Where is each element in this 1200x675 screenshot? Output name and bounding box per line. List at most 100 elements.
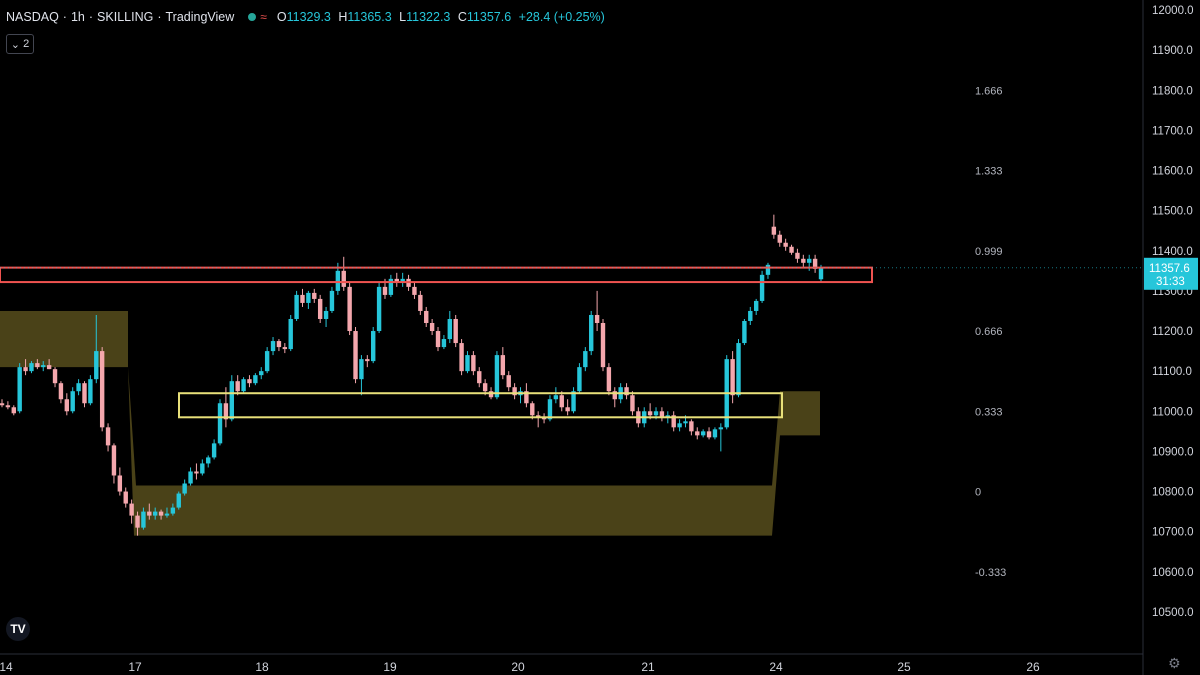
candle (565, 399, 570, 416)
candle-body (506, 375, 511, 388)
candle-body (535, 415, 541, 418)
candle (577, 363, 582, 394)
candle-body (223, 403, 229, 420)
symbol-header[interactable]: NASDAQ · 1h · SKILLING · TradingView ≈ O… (6, 8, 613, 26)
tradingview-logo-icon[interactable]: TV (6, 617, 30, 641)
candle-body (376, 286, 382, 332)
candle-body (559, 395, 564, 408)
price-axis[interactable]: 10500.0 10600.0 10700.0 10800.0 10900.0 11000… (1142, 0, 1194, 675)
fib-label: 0.999 (975, 246, 1003, 258)
candle-body (99, 351, 105, 428)
candle (789, 244, 794, 255)
candle-body (312, 292, 317, 299)
candle (288, 314, 293, 352)
candle-body (359, 359, 364, 380)
candle (147, 503, 152, 520)
time-tick-label: 25 (897, 660, 911, 674)
candle-body (547, 399, 553, 420)
candle-body (129, 503, 134, 516)
candle (812, 254, 818, 273)
candle-body (11, 407, 16, 414)
candle (341, 256, 346, 291)
candle-body (0, 403, 5, 406)
last-price-badge (1144, 257, 1198, 290)
candle-body (317, 298, 323, 319)
candle-body (217, 403, 223, 444)
candle (259, 367, 264, 380)
candle (730, 351, 735, 404)
candle (17, 363, 22, 414)
candle-body (671, 415, 676, 428)
candle (317, 294, 323, 323)
candle (282, 343, 288, 354)
candle-body (282, 347, 288, 350)
indicators-toggle-button[interactable]: ⌄ 2 (6, 34, 34, 54)
open-value: 11329.3 (286, 10, 331, 24)
indicator-count: 2 (23, 38, 30, 50)
candle (465, 351, 470, 374)
candle-body (241, 379, 246, 392)
candle (700, 429, 706, 438)
price-tick-label: 11000.0 (1152, 406, 1193, 418)
candle-body (459, 343, 464, 372)
candle (571, 387, 576, 414)
interval[interactable]: 1h (70, 10, 85, 24)
candle-body (453, 318, 458, 344)
time-tick-label: 20 (511, 660, 525, 674)
candle-body (347, 286, 352, 332)
candle (394, 272, 399, 287)
candle-body (294, 294, 299, 319)
candle-body (789, 246, 794, 253)
fib-label: 0.666 (975, 326, 1003, 338)
candle (606, 363, 612, 396)
candle (671, 411, 676, 432)
candle-body (683, 421, 688, 424)
candle-body (418, 294, 423, 311)
candle-body (812, 258, 818, 269)
candle-body (264, 351, 270, 372)
candle (247, 375, 252, 388)
time-tick-label: 14 (0, 660, 13, 674)
price-tick-label: 10700.0 (1152, 527, 1194, 539)
price-tick-label: 10500.0 (1152, 607, 1194, 619)
candle (524, 383, 529, 408)
close-value: 11357.6 (466, 10, 512, 24)
candle (11, 405, 16, 416)
candle-body (624, 387, 629, 396)
candle-body (447, 318, 452, 340)
candle (753, 298, 759, 315)
candle-body (541, 417, 547, 420)
symbol-name[interactable]: NASDAQ (6, 10, 59, 24)
candle-body (76, 383, 81, 392)
candle-body (329, 290, 335, 311)
symbol-separator: · (62, 10, 67, 24)
time-axis[interactable]: 14 17 18 19 20 21 24 25 26 (0, 653, 1143, 674)
candle-body (200, 463, 205, 474)
supply-demand-zones (0, 310, 820, 536)
bar-countdown: 31:33 (1156, 276, 1185, 288)
candle (170, 503, 176, 516)
candle-body (23, 367, 28, 372)
gear-icon[interactable]: ⚙ (1168, 655, 1181, 671)
price-tick-label: 11900.0 (1152, 45, 1193, 57)
candle-body (382, 286, 388, 295)
candle (188, 467, 193, 486)
market-status-icon (248, 13, 257, 21)
candle-body (759, 274, 765, 301)
time-tick-label: 24 (769, 660, 783, 674)
candle-body (253, 375, 258, 384)
candle (494, 351, 500, 400)
candle (742, 318, 747, 346)
candle (612, 387, 617, 408)
candle-body (695, 431, 700, 436)
candle-body (341, 270, 346, 287)
candle (783, 238, 788, 251)
candle-body (477, 371, 482, 384)
time-tick-label: 26 (1026, 660, 1040, 674)
candle (164, 507, 170, 518)
candle-body (441, 339, 447, 348)
candle-body (482, 383, 488, 392)
candle (347, 282, 352, 336)
candle (182, 479, 187, 496)
